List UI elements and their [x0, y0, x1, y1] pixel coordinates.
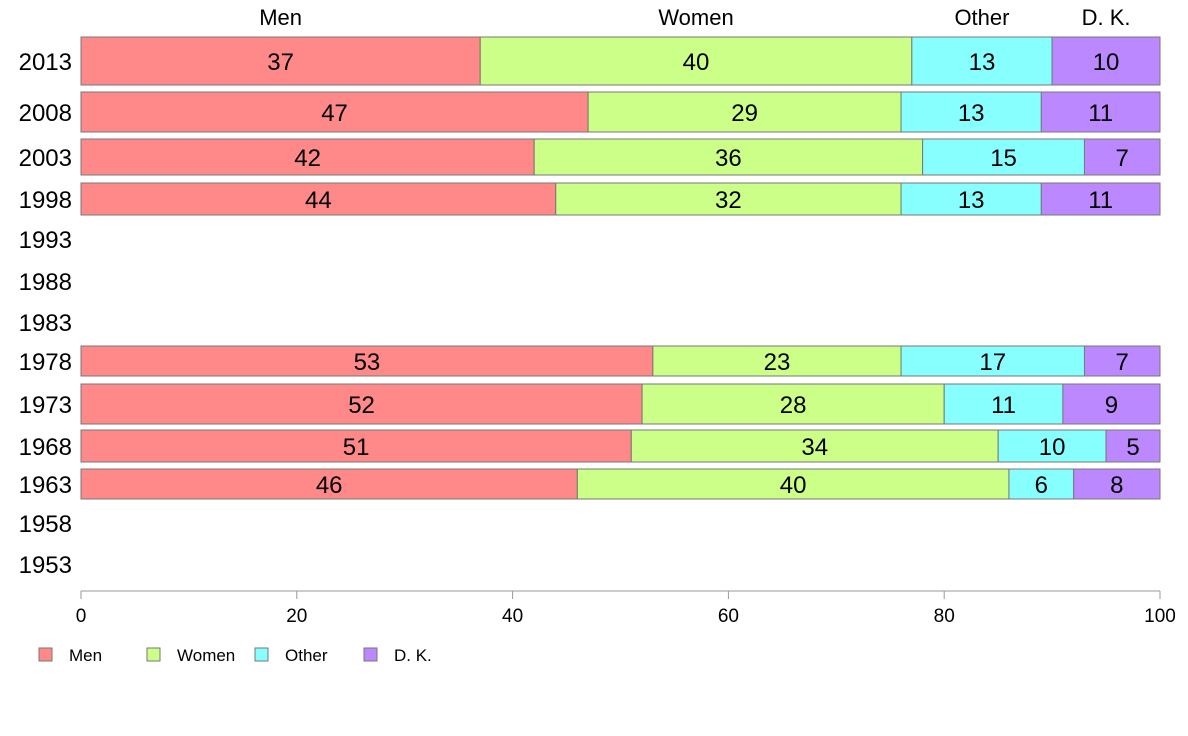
- x-tick-label: 80: [934, 606, 955, 627]
- year-label: 1988: [19, 269, 72, 296]
- data-label: 10: [1039, 434, 1066, 461]
- header-label-2: Other: [954, 5, 1009, 30]
- legend-label: Women: [177, 646, 235, 665]
- data-label: 47: [321, 100, 348, 127]
- year-label: 1978: [19, 349, 72, 376]
- bar-segment: [1105, 429, 1161, 463]
- data-label: 37: [267, 49, 294, 76]
- data-label: 6: [1035, 472, 1048, 499]
- data-label: 23: [764, 349, 791, 376]
- data-label: 44: [305, 187, 332, 214]
- bar-segment: [80, 429, 632, 463]
- header-label-3: D. K.: [1082, 5, 1131, 30]
- bar-segment: [1040, 91, 1161, 133]
- bar-segment: [533, 138, 924, 176]
- bar-segment: [641, 383, 945, 425]
- year-label: 1963: [19, 472, 72, 499]
- bar-segment: [943, 383, 1064, 425]
- data-label: 13: [958, 187, 985, 214]
- x-tick-label: 0: [76, 606, 87, 627]
- bar-segment: [997, 429, 1107, 463]
- data-label: 36: [715, 145, 742, 172]
- data-label: 11: [991, 392, 1016, 419]
- bar-segment: [1083, 138, 1161, 176]
- year-label: 2013: [19, 49, 72, 76]
- year-label: 1998: [19, 187, 72, 214]
- data-label: 51: [343, 434, 370, 461]
- data-label: 42: [294, 145, 321, 172]
- bar-segment: [80, 91, 589, 133]
- year-label: 1958: [19, 511, 72, 538]
- bar-segment: [1051, 36, 1161, 86]
- legend-swatch: [254, 647, 269, 662]
- data-label: 7: [1116, 349, 1129, 376]
- bar-segment: [900, 345, 1085, 377]
- legend-swatch: [146, 647, 161, 662]
- bar-segment: [911, 36, 1053, 86]
- data-label: 15: [990, 145, 1017, 172]
- x-tick-label: 40: [502, 606, 523, 627]
- bar-segment: [900, 91, 1042, 133]
- data-label: 7: [1116, 145, 1129, 172]
- bar-segment: [1062, 383, 1161, 425]
- legend-label: D. K.: [394, 646, 432, 665]
- data-label: 10: [1093, 49, 1120, 76]
- legend-swatch: [38, 647, 53, 662]
- data-label: 46: [316, 472, 343, 499]
- legend-label: Men: [69, 646, 102, 665]
- data-label: 29: [731, 100, 758, 127]
- year-label: 1968: [19, 434, 72, 461]
- data-label: 8: [1110, 472, 1123, 499]
- data-label: 11: [1088, 187, 1113, 214]
- bar-segment: [80, 383, 643, 425]
- bar-segment: [80, 138, 535, 176]
- x-tick-label: 100: [1144, 606, 1176, 627]
- year-label: 2008: [19, 100, 72, 127]
- bar-segment: [587, 91, 902, 133]
- header-label-0: Men: [259, 5, 302, 30]
- data-label: 34: [801, 434, 828, 461]
- bar-segment: [479, 36, 913, 86]
- bar-segment: [1083, 345, 1161, 377]
- data-label: 13: [958, 100, 985, 127]
- bar-segment: [80, 345, 654, 377]
- year-label: 2003: [19, 145, 72, 172]
- bar-segment: [80, 182, 557, 216]
- data-label: 11: [1088, 100, 1113, 127]
- bar-segment: [1073, 468, 1161, 500]
- data-label: 53: [354, 349, 381, 376]
- bar-segment: [1008, 468, 1075, 500]
- header-label-1: Women: [658, 5, 733, 30]
- x-tick-label: 20: [286, 606, 307, 627]
- year-label: 1983: [19, 310, 72, 337]
- year-label: 1953: [19, 552, 72, 579]
- bar-segment: [80, 468, 578, 500]
- data-label: 9: [1105, 392, 1118, 419]
- data-label: 40: [683, 49, 710, 76]
- data-label: 32: [715, 187, 742, 214]
- bar-segment: [652, 345, 902, 377]
- bar-segment: [1040, 182, 1161, 216]
- year-label: 1993: [19, 227, 72, 254]
- data-label: 28: [780, 392, 807, 419]
- data-label: 40: [780, 472, 807, 499]
- data-label: 13: [969, 49, 996, 76]
- legend-label: Other: [285, 646, 328, 665]
- bar-segment: [555, 182, 902, 216]
- legend-swatch: [363, 647, 378, 662]
- data-label: 5: [1126, 434, 1139, 461]
- data-label: 17: [979, 349, 1006, 376]
- x-tick-label: 60: [718, 606, 739, 627]
- bar-segment: [80, 36, 481, 86]
- year-label: 1973: [19, 392, 72, 419]
- data-label: 52: [348, 392, 375, 419]
